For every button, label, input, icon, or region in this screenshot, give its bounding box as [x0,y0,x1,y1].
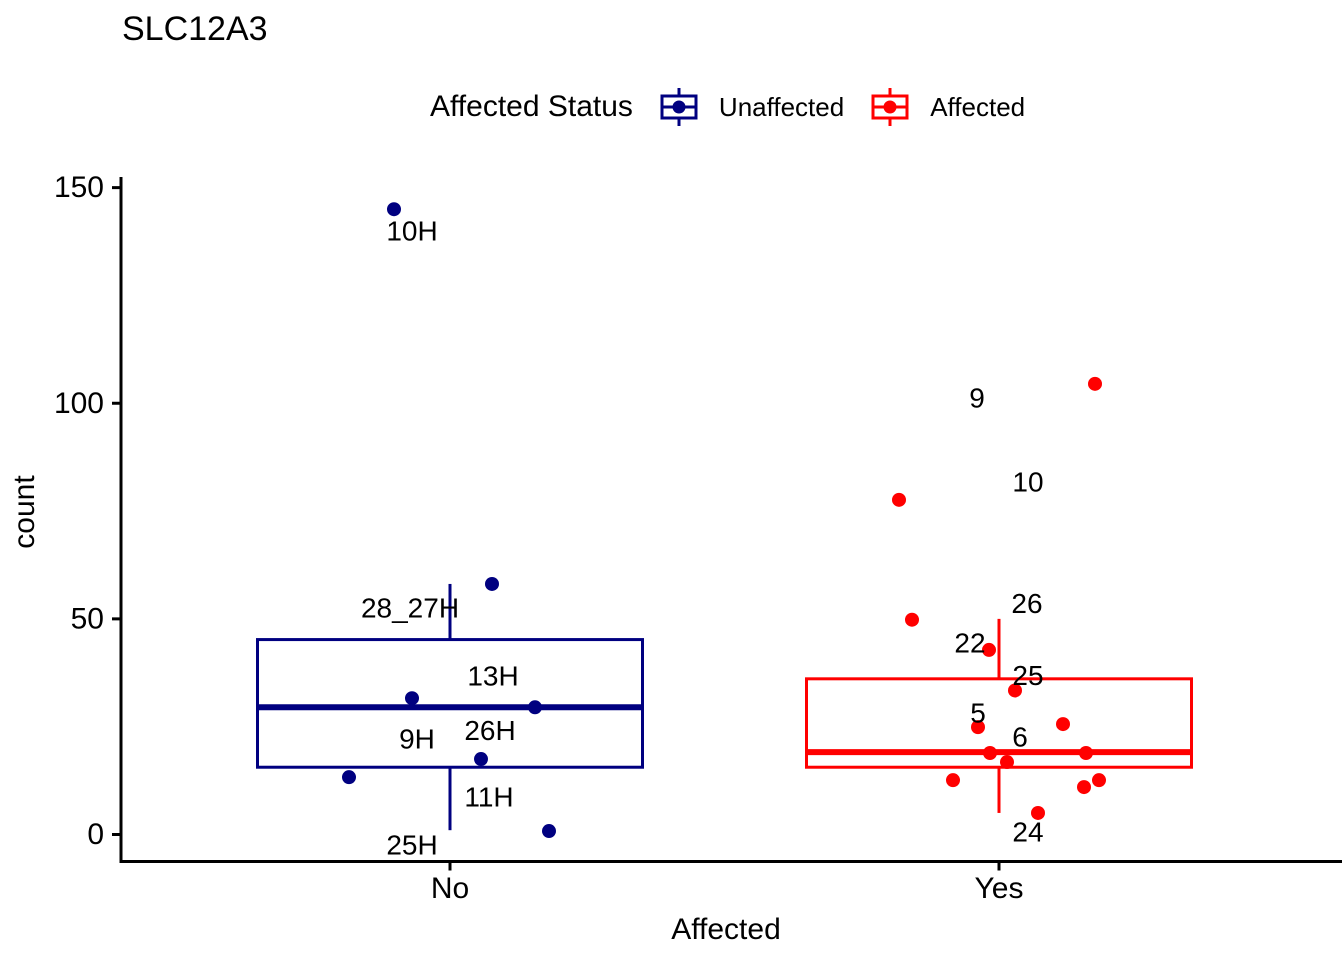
point-label: 25 [1012,660,1043,691]
plot-title: SLC12A3 [122,10,268,48]
jitter-point [387,202,401,217]
point-label: 28_27H [361,592,459,623]
jitter-point [1008,683,1022,698]
x-tick-label-yes: Yes [975,872,1024,905]
point-label: 9H [399,724,435,755]
point-label: 25H [386,830,437,861]
y-tick-label: 150 [54,171,104,204]
legend-item-unaffected: Unaffected [659,85,844,129]
point-label: 26 [1011,588,1042,619]
point-label: 10H [386,216,437,247]
jitter-point [946,773,960,788]
jitter-point [474,752,488,767]
legend-title: Affected Status [430,90,633,123]
boxplot-key-unaffected-icon [660,88,698,126]
jitter-point [1077,780,1091,795]
point-label: 6 [1012,722,1028,753]
jitter-point [1000,755,1014,770]
legend-label-affected: Affected [930,91,1026,122]
x-tick-label-no: No [431,872,469,905]
y-tick-label: 50 [71,602,104,635]
jitter-point [1088,376,1102,391]
point-label: 9 [969,382,985,413]
point-label: 13H [467,661,518,692]
legend-item-affected: Affected [870,85,1025,129]
jitter-point [1092,773,1106,788]
point-label: 11H [464,782,513,813]
jitter-point [1079,745,1093,760]
point-label: 26H [464,715,515,746]
point-label: 22 [954,627,985,658]
y-tick-label: 0 [87,818,104,851]
x-axis-title: Affected [671,913,781,946]
point-label: 24 [1012,816,1043,847]
point-label: 10 [1012,466,1043,497]
jitter-point [892,492,906,507]
jitter-point [528,700,542,715]
jitter-point [342,770,356,785]
jitter-point [485,576,499,591]
jitter-point [542,824,556,839]
jitter-point [1056,717,1070,732]
jitter-point [1031,805,1045,820]
jitter-point [983,745,997,760]
legend: Affected Status Unaffected Affected [430,85,1051,129]
jitter-point [905,612,919,627]
point-label: 5 [970,698,986,729]
boxplot-key-affected-icon [871,88,909,126]
jitter-point [971,720,985,735]
jitter-point [405,691,419,706]
y-tick-label: 100 [54,387,104,420]
legend-label-unaffected: Unaffected [718,91,845,122]
box-no [256,638,644,769]
jitter-point [982,642,996,657]
